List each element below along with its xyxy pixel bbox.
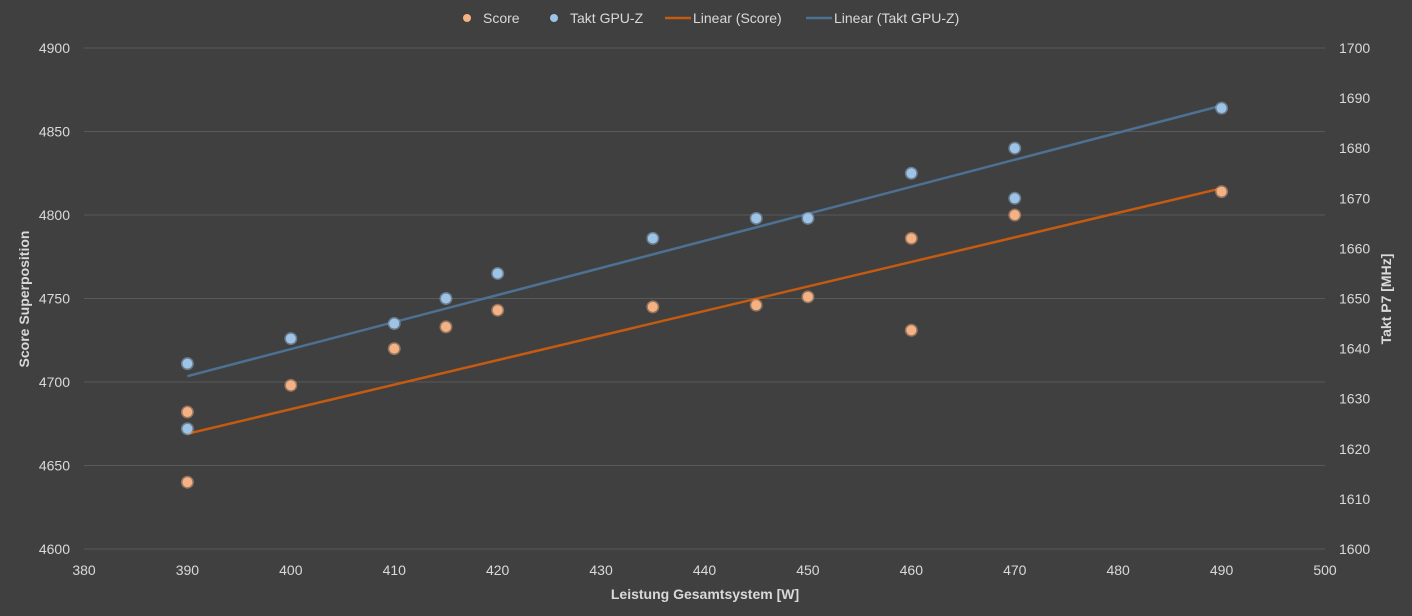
x-tick-label: 430 bbox=[589, 562, 613, 578]
data-point bbox=[646, 231, 660, 245]
x-tick-label: 400 bbox=[279, 562, 303, 578]
y2-tick-label: 1600 bbox=[1339, 541, 1370, 557]
trendlines bbox=[187, 104, 1222, 435]
y-tick-label: 4750 bbox=[39, 291, 70, 307]
data-point bbox=[387, 342, 401, 356]
legend-label: Takt GPU-Z bbox=[570, 10, 644, 26]
x-tick-label: 490 bbox=[1210, 562, 1234, 578]
series-score bbox=[180, 185, 1229, 489]
data-point bbox=[904, 231, 918, 245]
data-point bbox=[1008, 208, 1022, 222]
data-points bbox=[180, 101, 1229, 489]
legend-label: Score bbox=[483, 10, 520, 26]
x-tick-label: 480 bbox=[1106, 562, 1130, 578]
legend-item: Linear (Takt GPU-Z) bbox=[806, 10, 959, 26]
legend-item: Takt GPU-Z bbox=[550, 10, 644, 26]
trendline bbox=[187, 187, 1222, 435]
data-point bbox=[439, 320, 453, 334]
y2-tick-label: 1650 bbox=[1339, 291, 1370, 307]
legend-marker bbox=[463, 14, 471, 22]
x-axis-ticks: 380 390 400 410 420 430 440 450 460 470 480 490 500 bbox=[72, 562, 1337, 578]
data-point bbox=[1008, 191, 1022, 205]
x-tick-label: 460 bbox=[900, 562, 924, 578]
y2-tick-label: 1690 bbox=[1339, 90, 1370, 106]
data-point bbox=[180, 475, 194, 489]
data-point bbox=[749, 298, 763, 312]
y-tick-label: 4900 bbox=[39, 40, 70, 56]
data-point bbox=[801, 290, 815, 304]
y2-tick-label: 1610 bbox=[1339, 491, 1370, 507]
data-point bbox=[491, 303, 505, 317]
x-tick-label: 420 bbox=[486, 562, 510, 578]
y-tick-label: 4600 bbox=[39, 541, 70, 557]
y2-axis-ticks: 1600 1610 1620 1630 1640 1650 1660 1670 1680 1690… bbox=[1339, 40, 1370, 557]
y2-tick-label: 1630 bbox=[1339, 391, 1370, 407]
gridlines bbox=[84, 47, 1325, 550]
data-point bbox=[646, 300, 660, 314]
data-point bbox=[180, 357, 194, 371]
y-axis-title: Score Superposition bbox=[16, 231, 32, 368]
x-tick-label: 390 bbox=[176, 562, 200, 578]
y-tick-label: 4850 bbox=[39, 124, 70, 140]
y2-tick-label: 1700 bbox=[1339, 40, 1370, 56]
data-point bbox=[1215, 185, 1229, 199]
data-point bbox=[284, 378, 298, 392]
data-point bbox=[1008, 141, 1022, 155]
y-axis-ticks: 4600 4650 4700 4750 4800 4850 4900 bbox=[39, 40, 70, 557]
series-takt-gpu-z bbox=[180, 101, 1229, 436]
x-tick-label: 410 bbox=[383, 562, 407, 578]
y-tick-label: 4650 bbox=[39, 458, 70, 474]
x-tick-label: 500 bbox=[1313, 562, 1337, 578]
x-axis-title: Leistung Gesamtsystem [W] bbox=[611, 586, 799, 602]
y2-tick-label: 1670 bbox=[1339, 190, 1370, 206]
data-point bbox=[904, 323, 918, 337]
y2-tick-label: 1620 bbox=[1339, 441, 1370, 457]
data-point bbox=[284, 332, 298, 346]
legend-item: Linear (Score) bbox=[665, 10, 782, 26]
y2-tick-label: 1680 bbox=[1339, 140, 1370, 156]
y2-tick-label: 1640 bbox=[1339, 341, 1370, 357]
y2-axis-title: Takt P7 [MHz] bbox=[1378, 254, 1394, 345]
data-point bbox=[1215, 101, 1229, 115]
data-point bbox=[180, 422, 194, 436]
legend-marker bbox=[550, 14, 558, 22]
data-point bbox=[904, 166, 918, 180]
x-tick-label: 470 bbox=[1003, 562, 1027, 578]
y-tick-label: 4700 bbox=[39, 374, 70, 390]
legend-item: Score bbox=[463, 10, 520, 26]
data-point bbox=[180, 405, 194, 419]
data-point bbox=[491, 266, 505, 280]
y-tick-label: 4800 bbox=[39, 207, 70, 223]
y2-tick-label: 1660 bbox=[1339, 240, 1370, 256]
data-point bbox=[387, 317, 401, 331]
legend: Score Takt GPU-Z Linear (Score) Linear (Tak… bbox=[463, 10, 959, 26]
trendline bbox=[187, 104, 1222, 378]
data-point bbox=[801, 211, 815, 225]
x-tick-label: 380 bbox=[72, 562, 96, 578]
legend-label: Linear (Score) bbox=[693, 10, 782, 26]
data-point bbox=[439, 292, 453, 305]
data-point bbox=[749, 211, 763, 225]
x-tick-label: 440 bbox=[693, 562, 717, 578]
x-tick-label: 450 bbox=[796, 562, 820, 578]
legend-label: Linear (Takt GPU-Z) bbox=[834, 10, 959, 26]
